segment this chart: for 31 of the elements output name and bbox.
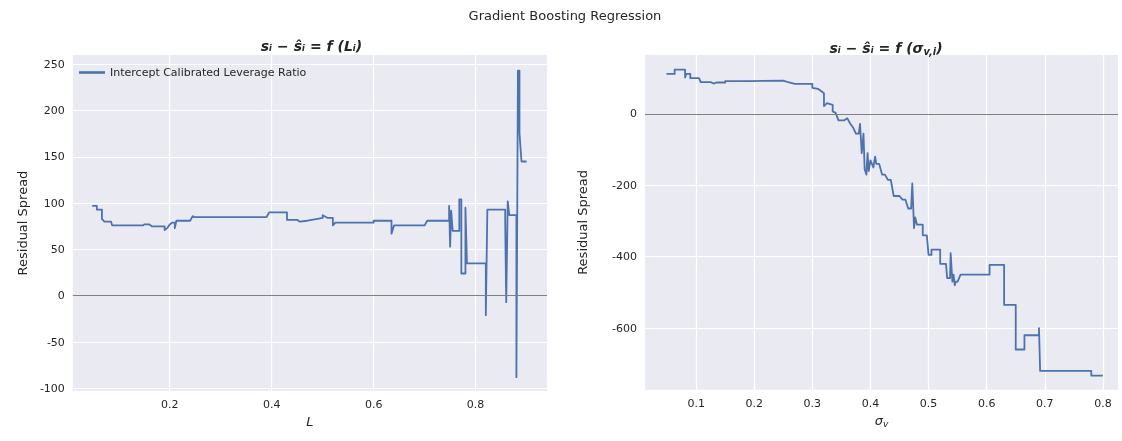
y-tick-label: -600: [612, 321, 637, 335]
chart-subtitle: sᵢ − ŝᵢ = f (Lᵢ): [260, 38, 363, 54]
x-tick-label: 0.3: [803, 396, 822, 410]
x-tick-label: 0.5: [919, 396, 938, 410]
y-tick-label: -200: [612, 178, 637, 192]
x-tick-label: 0.7: [1036, 396, 1054, 410]
y-tick-label: -400: [612, 250, 637, 264]
x-tick-label: 0.4: [262, 398, 281, 412]
y-tick-label: 0: [630, 107, 637, 121]
x-tick-label: 0.6: [364, 398, 383, 412]
y-axis-title: Residual Spread: [15, 170, 30, 276]
x-tick-label: 0.1: [687, 396, 705, 410]
y-tick-label: 100: [43, 196, 65, 210]
x-tick-label: 0.2: [745, 396, 763, 410]
line-series: [91, 69, 528, 379]
y-tick-label: -50: [46, 335, 65, 349]
x-tick-label: 0.4: [861, 396, 880, 410]
chart-title: Gradient Boosting Regression: [467, 8, 663, 23]
x-axis-title: L: [306, 414, 314, 429]
y-tick-label: 200: [43, 104, 65, 118]
x-tick-label: 0.8: [1094, 396, 1112, 410]
legend-label: Intercept Calibrated Leverage Ratio: [110, 66, 307, 79]
x-tick-label: 0.2: [160, 398, 179, 412]
y-tick-label: 250: [43, 57, 65, 71]
y-tick-label: 0: [57, 289, 65, 303]
y-tick-label: 50: [50, 242, 65, 256]
x-tick-label: 0.8: [466, 398, 485, 412]
y-tick-label: -100: [39, 381, 65, 395]
x-tick-label: 0.6: [977, 396, 996, 410]
y-tick-label: 150: [43, 150, 65, 164]
y-axis-title: Residual Spread: [575, 170, 590, 275]
